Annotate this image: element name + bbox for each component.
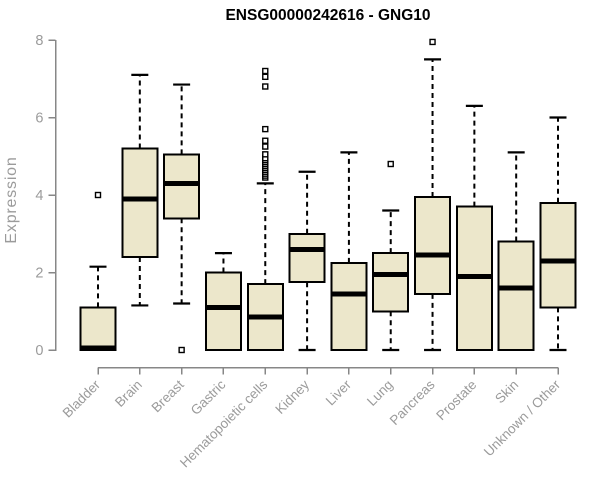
iqr-box	[163, 153, 201, 220]
y-tick-label: 0	[35, 343, 43, 359]
outlier-point	[387, 160, 394, 168]
iqr-box	[414, 195, 452, 295]
outlier-point	[262, 73, 269, 81]
box-bladder	[79, 191, 117, 351]
outlier-point	[262, 125, 269, 133]
x-category-label: Bladder	[60, 377, 104, 421]
box-kidney	[288, 170, 326, 352]
iqr-box	[121, 147, 159, 258]
y-tick-label: 2	[35, 266, 43, 282]
outlier-point	[262, 137, 269, 144]
iqr-box	[330, 261, 368, 351]
box-brain	[121, 73, 159, 307]
box-prostate	[455, 104, 493, 351]
x-category-label: Pancreas	[387, 377, 438, 428]
outlier-point	[262, 67, 269, 75]
outlier-point	[429, 38, 436, 46]
x-category-label: Unknown / Other	[481, 377, 564, 460]
iqr-box	[497, 240, 535, 351]
box-unknown-other	[539, 116, 577, 352]
box-lung	[372, 160, 410, 352]
outlier-point	[262, 143, 269, 150]
x-category-label: Liver	[323, 377, 355, 409]
iqr-box	[539, 201, 577, 309]
x-category-label: Brain	[112, 377, 145, 410]
iqr-box	[204, 271, 242, 351]
outlier-point	[262, 151, 269, 158]
x-category-label: Lung	[364, 377, 396, 409]
box-breast	[163, 83, 201, 354]
iqr-box	[288, 232, 326, 284]
box-pancreas	[414, 38, 452, 352]
y-tick-label: 4	[35, 188, 43, 204]
outlier-point	[94, 191, 102, 199]
outlier-point	[178, 346, 185, 354]
y-tick-label: 8	[35, 33, 43, 49]
chart-title: ENSG00000242616 - GNG10	[225, 7, 430, 24]
box-skin	[497, 151, 535, 351]
x-category-label: Gastric	[188, 377, 229, 418]
x-category-label: Breast	[149, 377, 187, 415]
iqr-box	[79, 306, 117, 351]
y-axis-label: Expression	[3, 156, 20, 243]
box-liver	[330, 151, 368, 351]
x-category-label: Skin	[492, 377, 521, 406]
box-hematopoietic-cells	[246, 67, 284, 351]
x-category-label: Prostate	[433, 377, 479, 423]
iqr-box	[372, 252, 410, 313]
boxplot-series	[79, 38, 577, 354]
x-category-label: Kidney	[272, 377, 312, 417]
y-tick-label: 6	[35, 111, 43, 127]
outlier-point	[262, 83, 269, 90]
box-gastric	[204, 252, 242, 351]
